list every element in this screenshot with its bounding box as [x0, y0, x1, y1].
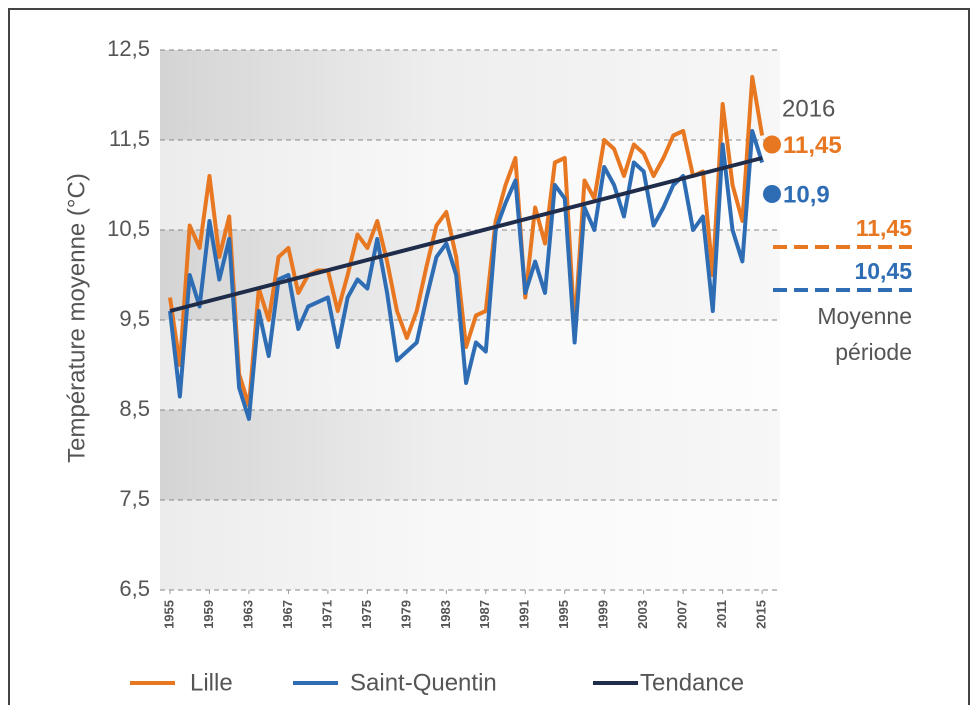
background-band	[160, 140, 780, 230]
period-mean-caption: période	[835, 339, 912, 365]
y-axis-label: Température moyenne (°C)	[63, 173, 90, 463]
last-year-point	[763, 135, 781, 154]
legend-label: Lille	[190, 669, 233, 696]
x-tick-label: 1991	[517, 600, 532, 629]
x-tick-label: 1971	[319, 600, 334, 629]
y-tick-label: 6,5	[119, 576, 150, 601]
series-line	[168, 75, 765, 408]
x-tick-label: 1967	[280, 600, 295, 629]
y-tick-label: 12,5	[107, 36, 150, 61]
x-tick-label: 1999	[596, 600, 611, 629]
y-tick-label: 8,5	[119, 396, 150, 421]
last-year-point	[763, 185, 781, 203]
frame	[8, 8, 970, 705]
last-year-value-label: 11,45	[783, 132, 842, 159]
x-tick-label: 1975	[359, 600, 374, 629]
last-year-label: 2016	[782, 95, 835, 122]
x-tick-label: 1979	[398, 600, 413, 629]
background-band	[160, 500, 780, 590]
x-tick-label: 1983	[438, 600, 453, 629]
y-tick-label: 7,5	[119, 486, 150, 511]
period-mean-caption: Moyenne	[817, 303, 912, 329]
series-line	[168, 129, 765, 421]
x-tick-label: 2007	[675, 600, 690, 629]
y-tick-label: 11,5	[109, 126, 150, 151]
x-tick-label: 1995	[556, 600, 571, 629]
last-year-value-label: 10,9	[783, 181, 830, 208]
legend-label: Saint-Quentin	[350, 669, 497, 696]
background-band	[160, 230, 780, 320]
x-tick-label: 2011	[714, 600, 729, 628]
period-mean-label: 10,45	[854, 258, 912, 284]
legend-label: Tendance	[640, 669, 744, 696]
background-band	[160, 50, 780, 140]
x-tick-label: 2015	[754, 600, 769, 629]
x-tick-label: 1959	[201, 600, 216, 629]
y-tick-label: 9,5	[119, 306, 150, 331]
background-band	[160, 410, 780, 500]
y-tick-label: 10,5	[107, 216, 150, 241]
x-tick-label: 1955	[161, 600, 176, 629]
period-mean-label: 11,45	[856, 215, 912, 241]
x-tick-label: 1987	[477, 600, 492, 629]
x-tick-label: 1963	[240, 600, 255, 629]
x-tick-label: 2003	[635, 600, 650, 629]
trend-line	[169, 156, 763, 313]
